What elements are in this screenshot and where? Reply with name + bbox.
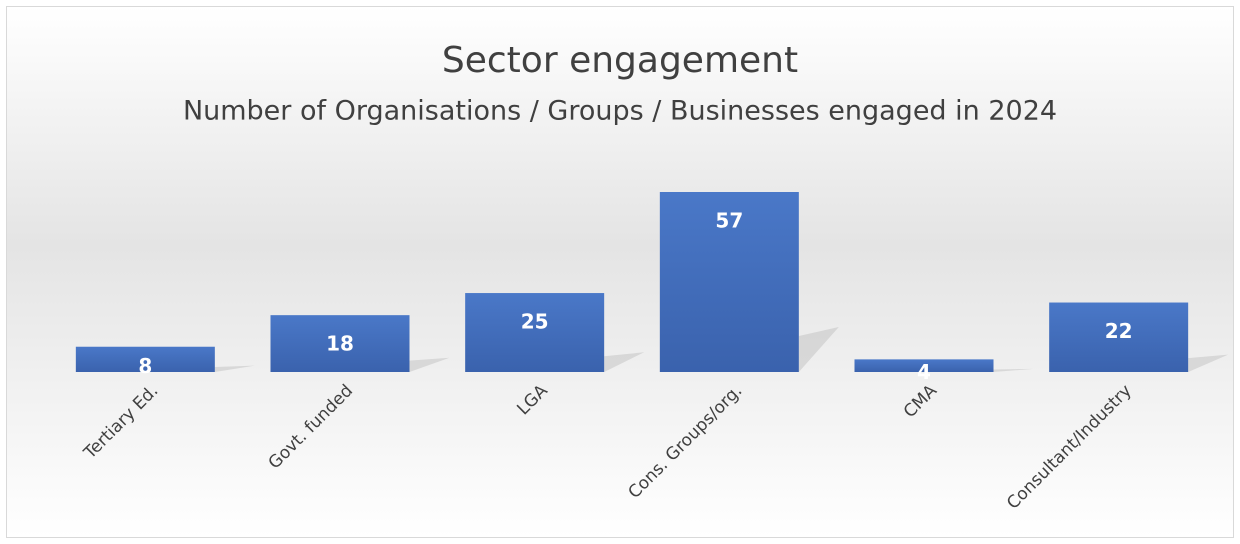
data-label: 8 — [138, 354, 152, 378]
bar — [854, 359, 994, 372]
bar — [75, 346, 215, 372]
bar — [659, 192, 799, 372]
chart-subtitle: Number of Organisations / Groups / Busin… — [183, 96, 1057, 127]
data-label: 22 — [1105, 319, 1133, 343]
chart-frame — [6, 6, 1234, 538]
bar — [465, 293, 605, 372]
data-label: 25 — [521, 310, 549, 334]
data-label: 57 — [715, 209, 743, 233]
data-label: 18 — [326, 332, 354, 356]
bar-shadow — [409, 357, 450, 372]
bar — [270, 315, 410, 372]
bar-shadow — [1188, 354, 1229, 372]
bar-shadow — [798, 327, 839, 372]
bar-shadow — [604, 352, 645, 372]
bar — [1049, 302, 1189, 372]
chart-title: Sector engagement — [442, 40, 798, 81]
bar-shadow — [214, 365, 255, 372]
data-label: 4 — [917, 360, 931, 384]
bar-shadow — [993, 368, 1034, 372]
